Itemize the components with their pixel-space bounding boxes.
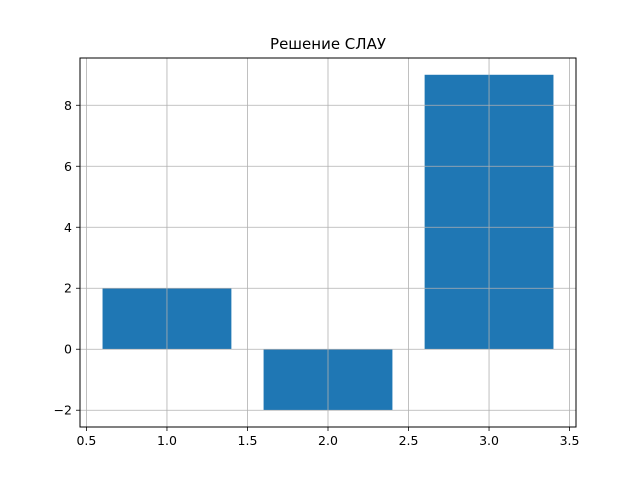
x-tick-label: 1.0 <box>157 433 177 448</box>
x-tick-label: 2.5 <box>399 433 419 448</box>
y-tick-label: 4 <box>64 220 72 235</box>
x-axis-ticks: 0.5 1.0 1.5 2.0 2.5 3.0 3.5 <box>76 427 580 448</box>
x-tick-label: 1.5 <box>238 433 258 448</box>
x-tick-label: 2.0 <box>318 433 338 448</box>
y-tick-label: −2 <box>54 403 72 418</box>
y-tick-label: 0 <box>64 342 72 357</box>
chart-title: Решение СЛАУ <box>270 35 386 53</box>
x-tick-label: 3.5 <box>560 433 580 448</box>
y-tick-label: 6 <box>64 159 72 174</box>
grid-lines <box>80 58 576 427</box>
y-axis-ticks: −2 0 2 4 6 8 <box>54 98 80 418</box>
x-tick-label: 3.0 <box>479 433 499 448</box>
x-tick-label: 0.5 <box>76 433 96 448</box>
y-tick-label: 8 <box>64 98 72 113</box>
y-tick-label: 2 <box>64 281 72 296</box>
